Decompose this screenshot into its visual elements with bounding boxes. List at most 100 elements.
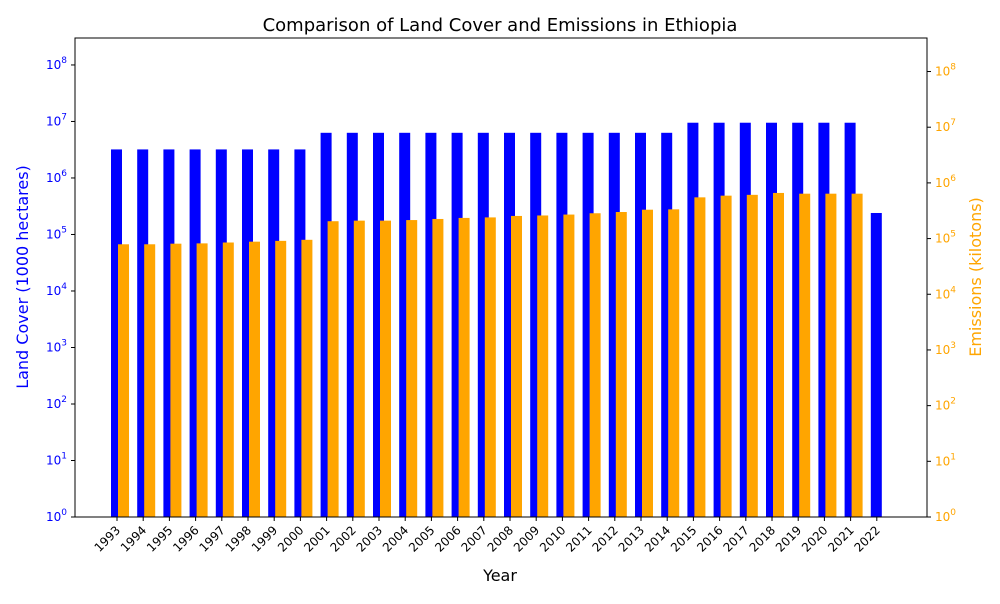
land-cover-bar-1996 bbox=[189, 149, 201, 517]
right-tick-label-0: 100 bbox=[935, 508, 956, 524]
land-cover-bar-2010 bbox=[556, 132, 568, 518]
land-cover-bar-2022 bbox=[870, 212, 882, 517]
land-cover-bar-2017 bbox=[739, 122, 751, 517]
land-cover-bar-2016 bbox=[713, 122, 725, 517]
left-tick-label-1: 101 bbox=[46, 451, 67, 467]
x-tick-label-2013: 2013 bbox=[616, 523, 647, 554]
x-tick-label-1994: 1994 bbox=[118, 523, 149, 554]
x-tick-label-2021: 2021 bbox=[825, 523, 856, 554]
land-cover-bar-2001 bbox=[320, 132, 332, 518]
right-axis-ticks: 100 101 102 103 104 105 106 107 108 bbox=[927, 63, 956, 524]
emissions-bar-2016 bbox=[720, 195, 732, 517]
land-cover-bar-1995 bbox=[163, 149, 175, 517]
plot-frame bbox=[74, 37, 928, 518]
land-cover-bar-1993 bbox=[111, 149, 122, 517]
emissions-bars bbox=[118, 192, 863, 518]
land-cover-bar-2008 bbox=[504, 132, 515, 518]
left-tick-label-6: 106 bbox=[46, 169, 67, 185]
land-cover-bar-2002 bbox=[346, 132, 358, 518]
emissions-bar-2005 bbox=[432, 218, 444, 517]
emissions-bar-2007 bbox=[484, 217, 496, 518]
emissions-bar-2011 bbox=[589, 213, 601, 517]
x-tick-label-2017: 2017 bbox=[720, 523, 751, 554]
land-cover-bar-2012 bbox=[608, 132, 620, 518]
right-tick-label-3: 103 bbox=[935, 341, 956, 357]
emissions-bar-2015 bbox=[694, 197, 706, 517]
x-tick-label-2008: 2008 bbox=[485, 523, 516, 554]
emissions-bar-2008 bbox=[511, 215, 522, 517]
land-cover-bar-2013 bbox=[635, 132, 646, 518]
x-tick-label-2016: 2016 bbox=[694, 523, 725, 554]
land-cover-bar-2000 bbox=[294, 149, 306, 517]
land-cover-bar-2009 bbox=[530, 132, 542, 518]
emissions-bar-1999 bbox=[275, 240, 287, 517]
emissions-bar-2010 bbox=[563, 214, 575, 518]
emissions-bar-1996 bbox=[196, 243, 208, 517]
emissions-bar-2014 bbox=[668, 209, 680, 517]
x-tick-label-1995: 1995 bbox=[144, 523, 175, 554]
land-cover-bar-1997 bbox=[215, 149, 227, 517]
emissions-bar-1997 bbox=[222, 242, 234, 517]
right-tick-label-4: 104 bbox=[935, 285, 956, 301]
right-tick-label-1: 101 bbox=[935, 452, 956, 468]
emissions-bar-1995 bbox=[170, 243, 182, 518]
x-tick-label-1999: 1999 bbox=[249, 523, 280, 554]
x-tick-label-2010: 2010 bbox=[537, 523, 568, 554]
land-cover-bar-2020 bbox=[818, 122, 830, 517]
x-tick-label-2001: 2001 bbox=[301, 523, 332, 554]
x-tick-label-1998: 1998 bbox=[223, 523, 254, 554]
land-cover-bar-2011 bbox=[582, 132, 594, 518]
land-cover-bar-2019 bbox=[792, 122, 804, 517]
land-cover-bar-2005 bbox=[425, 132, 437, 518]
x-tick-label-2000: 2000 bbox=[275, 523, 306, 554]
emissions-bar-2013 bbox=[642, 209, 653, 518]
land-cover-bar-1999 bbox=[268, 149, 280, 517]
x-tick-label-2004: 2004 bbox=[380, 523, 411, 554]
land-cover-bar-2015 bbox=[687, 122, 699, 517]
x-tick-label-2006: 2006 bbox=[432, 523, 463, 554]
x-tick-label-1993: 1993 bbox=[92, 523, 123, 554]
x-tick-label-2009: 2009 bbox=[511, 523, 542, 554]
land-cover-bar-2018 bbox=[766, 122, 777, 517]
emissions-bar-2009 bbox=[537, 215, 549, 517]
land-cover-bar-2003 bbox=[373, 132, 384, 518]
x-tick-label-2007: 2007 bbox=[458, 523, 489, 554]
left-axis-ticks: 100 101 102 103 104 105 106 107 108 bbox=[46, 56, 75, 524]
x-tick-label-2019: 2019 bbox=[773, 523, 804, 554]
x-tick-label-2014: 2014 bbox=[642, 523, 673, 554]
x-tick-label-2020: 2020 bbox=[799, 523, 830, 554]
x-axis-label: Year bbox=[482, 566, 517, 585]
x-tick-label-2011: 2011 bbox=[563, 523, 594, 554]
emissions-bar-2004 bbox=[406, 220, 418, 517]
right-y-axis-label: Emissions (kilotons) bbox=[966, 197, 985, 357]
x-axis-ticks: 1993199419951996199719981999200020012002… bbox=[92, 517, 883, 555]
left-tick-label-3: 103 bbox=[46, 338, 67, 354]
land-cover-bar-2014 bbox=[661, 132, 673, 518]
right-tick-label-8: 108 bbox=[935, 63, 956, 79]
left-tick-label-2: 102 bbox=[46, 395, 67, 411]
land-cover-bars bbox=[111, 122, 882, 518]
x-tick-label-1996: 1996 bbox=[170, 523, 201, 554]
land-cover-bar-2007 bbox=[477, 132, 489, 518]
emissions-bar-2019 bbox=[799, 193, 811, 518]
x-tick-label-2022: 2022 bbox=[851, 523, 882, 554]
right-tick-label-7: 107 bbox=[935, 118, 956, 134]
land-cover-bar-2021 bbox=[844, 122, 856, 517]
emissions-bar-2021 bbox=[851, 193, 863, 518]
land-cover-bar-1994 bbox=[137, 149, 149, 517]
x-tick-label-2012: 2012 bbox=[589, 523, 620, 554]
emissions-bar-1994 bbox=[144, 244, 156, 518]
x-tick-label-1997: 1997 bbox=[196, 523, 227, 554]
emissions-bar-2002 bbox=[353, 220, 365, 518]
land-cover-bar-2004 bbox=[399, 132, 411, 518]
x-tick-label-2018: 2018 bbox=[747, 523, 778, 554]
emissions-bar-2001 bbox=[327, 221, 339, 517]
emissions-bar-2012 bbox=[615, 212, 627, 517]
emissions-bar-2017 bbox=[746, 194, 758, 517]
left-tick-label-4: 104 bbox=[46, 282, 67, 298]
right-tick-label-6: 106 bbox=[935, 174, 956, 190]
x-tick-label-2003: 2003 bbox=[354, 523, 385, 554]
emissions-bar-2003 bbox=[380, 220, 391, 518]
